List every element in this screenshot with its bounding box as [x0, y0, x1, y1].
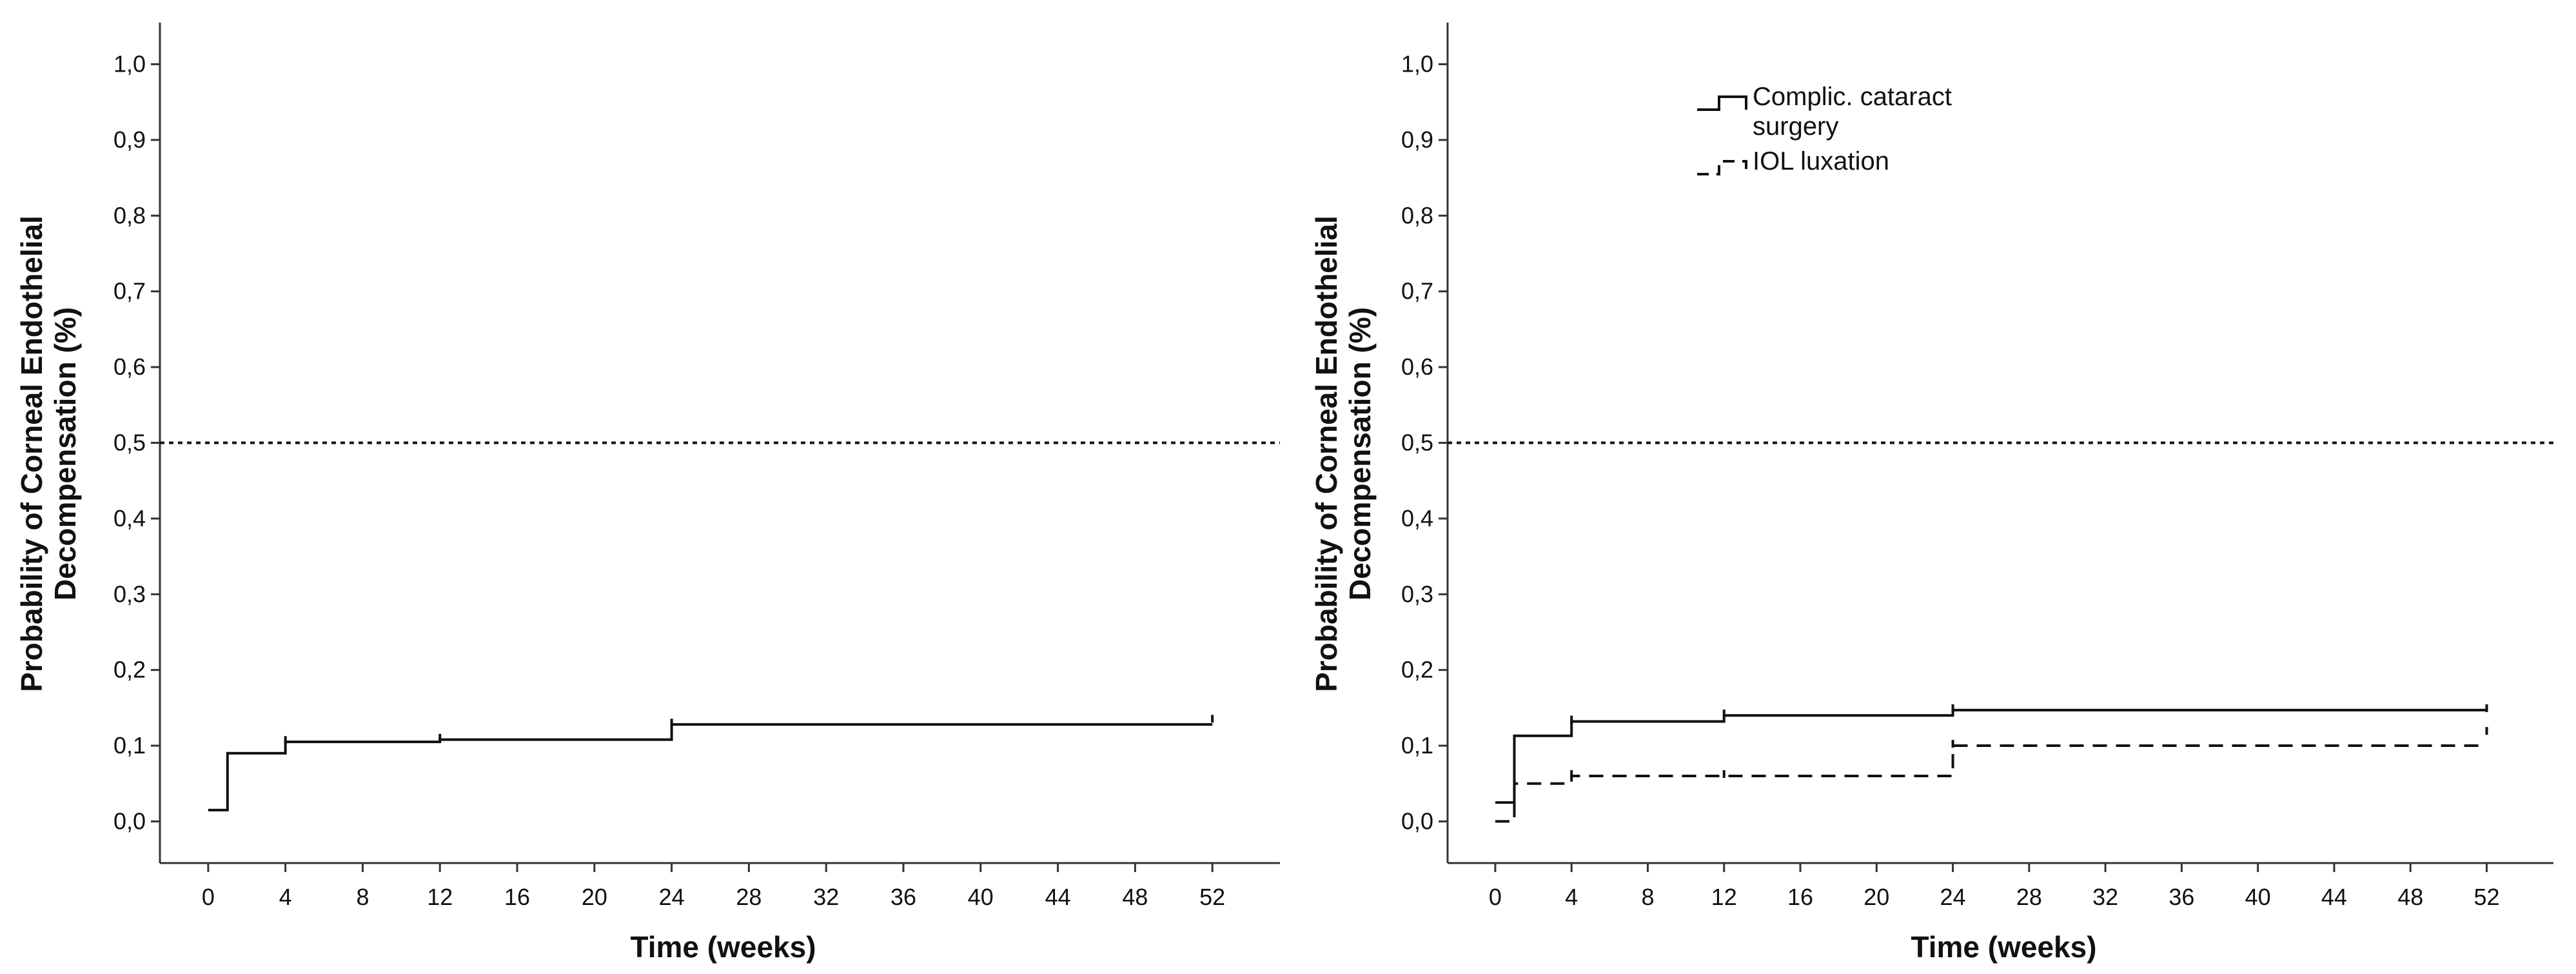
x-axis-title: Time (weeks): [1911, 930, 2096, 964]
y-tick-label: 0,8: [113, 202, 146, 228]
y-tick-label: 0,3: [113, 581, 146, 607]
legend-label-line: IOL luxation: [1753, 147, 1889, 175]
x-tick-label: 4: [1565, 884, 1578, 910]
series-2-line: [1495, 744, 2487, 823]
legend-symbol-2: [1697, 160, 1747, 175]
legend-label-line: Complic. cataract: [1753, 83, 1952, 111]
y-axis-title: Probability of Corneal EndothelialDecomp…: [1310, 215, 1377, 692]
x-tick-label: 20: [582, 884, 607, 910]
y-tick-label: 0,8: [1401, 202, 1433, 228]
x-tick-label: 52: [1199, 884, 1225, 910]
y-tick-label: 0,6: [1401, 353, 1433, 380]
x-tick-label: 4: [279, 884, 292, 910]
x-tick-label: 44: [2321, 884, 2347, 910]
y-tick-label: 0,3: [1401, 581, 1433, 607]
y-tick-label: 0,2: [113, 657, 146, 683]
y-tick-label: 0,5: [1401, 430, 1433, 456]
x-tick-label: 24: [659, 884, 685, 910]
x-tick-label: 36: [2168, 884, 2194, 910]
y-axis-title-line: Probability of Corneal Endothelial: [1310, 215, 1343, 692]
y-axis-title-line: Decompensation (%): [48, 307, 82, 601]
y-tick-label: 0,4: [113, 505, 146, 532]
y-tick-label: 0,5: [113, 430, 146, 456]
x-tick-label: 32: [2092, 884, 2118, 910]
series-1-line: [1495, 708, 2487, 804]
x-tick-label: 44: [1045, 884, 1071, 910]
x-tick-label: 28: [736, 884, 762, 910]
legend-label-1: Complic. cataract surgery: [1753, 83, 1952, 141]
y-tick-label: 0,9: [1401, 126, 1433, 153]
series-1-line: [208, 723, 1213, 811]
legend-label-line: surgery: [1753, 112, 1838, 141]
x-tick-label: 16: [504, 884, 530, 910]
y-tick-label: 0,2: [1401, 657, 1433, 683]
x-tick-label: 48: [2397, 884, 2423, 910]
y-tick-label: 0,7: [1401, 278, 1433, 304]
y-tick-label: 0,4: [1401, 505, 1433, 532]
y-axis-title: Probability of Corneal EndothelialDecomp…: [15, 215, 82, 692]
x-tick-label: 36: [890, 884, 916, 910]
x-tick-label: 12: [427, 884, 453, 910]
y-tick-label: 1,0: [113, 51, 146, 77]
x-tick-label: 24: [1940, 884, 1966, 910]
x-tick-label: 52: [2473, 884, 2499, 910]
x-tick-label: 40: [2245, 884, 2271, 910]
x-tick-label: 20: [1863, 884, 1889, 910]
x-tick-label: 16: [1787, 884, 1813, 910]
y-tick-label: 0,1: [113, 732, 146, 759]
y-tick-label: 1,0: [1401, 51, 1433, 77]
legend-symbol-1: [1697, 95, 1747, 111]
y-tick-label: 0,7: [113, 278, 146, 304]
y-tick-label: 0,0: [113, 808, 146, 834]
x-axis-title: Time (weeks): [630, 930, 816, 964]
y-tick-label: 0,0: [1401, 808, 1433, 834]
x-tick-label: 28: [2016, 884, 2042, 910]
x-tick-label: 32: [813, 884, 839, 910]
x-tick-label: 0: [1489, 884, 1502, 910]
x-tick-label: 8: [356, 884, 369, 910]
chart-panel-1: 0,00,10,20,30,40,50,60,70,80,91,00 4 8 12 16…: [15, 23, 1280, 964]
x-tick-label: 12: [1711, 884, 1737, 910]
legend-label-2: IOL luxation: [1753, 147, 1889, 175]
y-axis-title-line: Probability of Corneal Endothelial: [15, 215, 48, 692]
chart-panel-2: 0,00,10,20,30,40,50,60,70,80,91,00 4 8 12 16…: [1310, 23, 2553, 964]
y-tick-label: 0,1: [1401, 732, 1433, 759]
y-tick-label: 0,6: [113, 353, 146, 380]
x-tick-label: 40: [968, 884, 994, 910]
y-tick-label: 0,9: [113, 126, 146, 153]
x-tick-label: 8: [1641, 884, 1654, 910]
x-tick-label: 0: [202, 884, 215, 910]
x-tick-label: 48: [1122, 884, 1148, 910]
y-axis-title-line: Decompensation (%): [1343, 307, 1377, 601]
legend: Complic. cataract surgery IOL luxation: [1697, 83, 1952, 175]
